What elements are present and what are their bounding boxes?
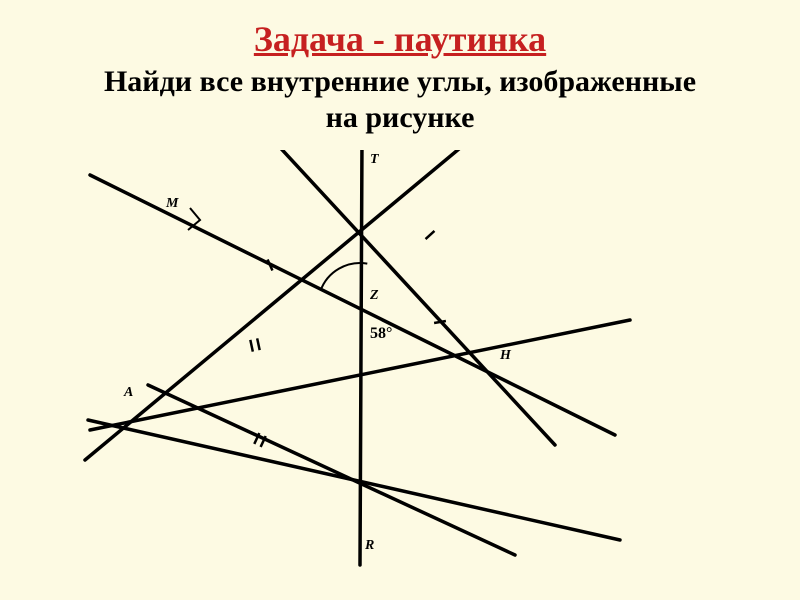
subtitle-line2: на рисунке [326,101,475,134]
geometry-diagram: T M Z H A R 58° [60,150,680,580]
page-subtitle: Найди все внутренние углы, изображенные … [0,64,800,136]
diagram-svg [60,150,680,580]
point-label-Z: Z [370,288,379,304]
diagram-lines [85,150,630,565]
diagram-ticks [250,231,446,447]
angle-label-58: 58° [370,325,392,343]
point-label-H: H [500,348,511,364]
line-6 [148,385,515,555]
tick-1 [426,231,435,239]
point-label-R: R [365,538,374,554]
point-label-T: T [370,152,379,168]
point-label-A: A [124,385,133,401]
subtitle-line1: Найди все внутренние углы, изображенные [104,65,696,98]
tick-3 [250,338,259,351]
line-2 [360,150,362,565]
page-title: Задача - паутинка [254,18,546,60]
point-label-M: M [166,196,178,212]
